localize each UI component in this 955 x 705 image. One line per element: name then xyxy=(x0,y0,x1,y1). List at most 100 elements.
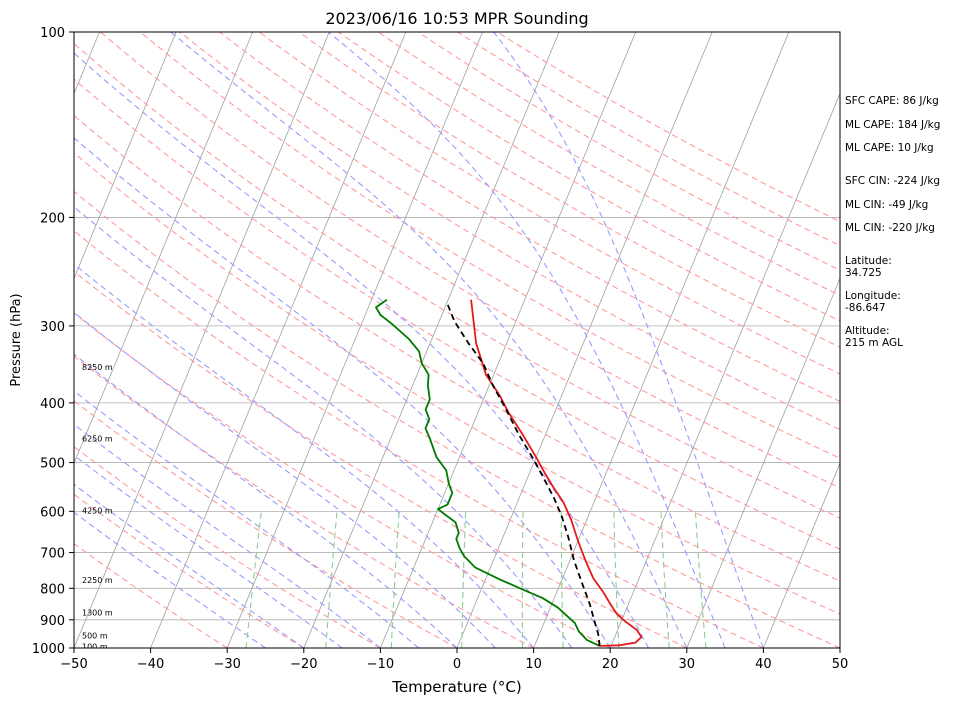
y-tick-label: 800 xyxy=(40,582,65,597)
y-tick-label: 200 xyxy=(40,211,65,226)
mixing-ratio-lines xyxy=(245,511,707,648)
ml-cape-text-2: ML CAPE: 10 J/kg xyxy=(845,142,934,154)
ml-cin-text-2: ML CIN: -220 J/kg xyxy=(845,222,935,234)
dry-adiabat-line xyxy=(457,32,840,247)
height-labels: 8250 m 6250 m 4250 m 2250 m 1300 m 500 m 100 m xyxy=(82,363,113,652)
dry-adiabat-line xyxy=(74,190,840,648)
isotherm-line xyxy=(74,32,254,465)
moist-adiabat-line xyxy=(74,137,611,648)
x-tick-label: −30 xyxy=(213,657,240,672)
dry-adiabat-line xyxy=(74,114,840,582)
isotherm-line xyxy=(763,462,840,648)
y-tick-label: 100 xyxy=(40,26,65,41)
isotherm-line xyxy=(456,32,713,648)
moist-adiabat-line xyxy=(74,423,381,648)
dry-adiabat-line xyxy=(74,42,840,519)
moist-adiabat-line xyxy=(74,483,305,648)
height-label: 1300 m xyxy=(82,609,113,618)
latitude-label: Latitude: xyxy=(845,255,892,267)
dry-adiabat-line xyxy=(74,542,228,648)
isobar-gridlines xyxy=(74,32,840,648)
x-tick-label: 10 xyxy=(525,657,542,672)
moist-adiabat-line xyxy=(74,454,343,648)
isotherm-line xyxy=(533,32,790,648)
dry-adiabat-line xyxy=(298,32,840,348)
mixing-ratio-line xyxy=(461,511,467,648)
ml-cin-text: ML CIN: -49 J/kg xyxy=(845,199,928,211)
longitude-label: Longitude: xyxy=(845,290,901,302)
moist-adiabats xyxy=(74,32,764,648)
height-label: 2250 m xyxy=(82,576,113,585)
mixing-ratio-line xyxy=(560,511,564,648)
latitude-value: 34.725 xyxy=(845,267,882,279)
y-tick-label: 400 xyxy=(40,397,65,412)
height-label: 6250 m xyxy=(82,435,113,444)
mixing-ratio-line xyxy=(390,511,400,648)
mixing-ratio-line xyxy=(325,511,338,648)
sfc-cape-text: SFC CAPE: 86 J/kg xyxy=(845,95,939,107)
plot-area: 8250 m 6250 m 4250 m 2250 m 1300 m 500 m 100 m xyxy=(74,32,840,652)
moist-adiabat-line xyxy=(74,353,458,648)
sounding-traces xyxy=(375,298,643,647)
dry-adiabat-line xyxy=(219,32,840,403)
isotherm-line xyxy=(609,92,840,648)
x-tick-label: 20 xyxy=(602,657,619,672)
x-tick-label: −50 xyxy=(60,657,87,672)
dewpoint-trace xyxy=(375,298,600,647)
sfc-cin-text: SFC CIN: -224 J/kg xyxy=(845,175,940,187)
isotherm-line xyxy=(74,32,330,648)
mixing-ratio-line xyxy=(660,511,670,648)
isotherm-gridlines xyxy=(74,32,840,648)
ml-cape-text: ML CAPE: 184 J/kg xyxy=(845,119,940,131)
mixing-ratio-line xyxy=(521,511,524,648)
dry-adiabat-line xyxy=(100,32,840,489)
dry-adiabat-line xyxy=(74,78,840,550)
y-tick-label: 300 xyxy=(40,320,65,335)
mixing-ratio-line xyxy=(613,511,620,648)
isotherm-line xyxy=(303,32,560,648)
y-axis-ticks: 1000 900 800 700 600 500 400 300 200 100 xyxy=(32,26,74,657)
y-axis-label: Pressure (hPa) xyxy=(9,293,24,386)
height-label: 100 m xyxy=(82,643,108,652)
x-tick-label: 0 xyxy=(453,657,461,672)
y-tick-label: 500 xyxy=(40,457,65,472)
isotherm-line xyxy=(226,32,483,648)
y-tick-label: 700 xyxy=(40,547,65,562)
temperature-trace xyxy=(470,299,643,647)
isotherm-line xyxy=(74,32,177,280)
height-label: 4250 m xyxy=(82,506,113,515)
moist-adiabat-line xyxy=(74,206,573,648)
mixing-ratio-line xyxy=(245,511,262,648)
altitude-value: 215 m AGL xyxy=(845,337,903,349)
moist-adiabat-line xyxy=(74,311,496,648)
x-axis-ticks: −50 −40 −30 −20 −10 0 10 20 30 40 50 xyxy=(60,648,848,672)
parcel-trace xyxy=(446,302,601,647)
dry-adiabat-line xyxy=(258,32,840,375)
isotherm-line xyxy=(686,277,840,648)
x-tick-label: 40 xyxy=(755,657,772,672)
dry-adiabat-line xyxy=(74,152,840,615)
y-tick-label: 1000 xyxy=(32,642,65,657)
x-tick-label: −40 xyxy=(137,657,164,672)
chart-title: 2023/06/16 10:53 MPR Sounding xyxy=(325,9,588,28)
x-axis-label: Temperature (°C) xyxy=(391,678,521,696)
dry-adiabat-line xyxy=(139,32,840,459)
dry-adiabat-line xyxy=(74,400,458,648)
dry-adiabat-line xyxy=(179,32,840,431)
y-tick-label: 600 xyxy=(40,505,65,520)
dry-adiabat-line xyxy=(74,446,381,648)
height-label: 500 m xyxy=(82,632,108,641)
moist-adiabat-line xyxy=(493,32,764,648)
dry-adiabat-line xyxy=(74,270,688,648)
isotherm-line xyxy=(380,32,637,648)
x-tick-label: −10 xyxy=(367,657,394,672)
x-tick-label: 30 xyxy=(679,657,696,672)
isotherm-line xyxy=(150,32,407,648)
x-tick-label: −20 xyxy=(290,657,317,672)
side-annotations: SFC CAPE: 86 J/kg ML CAPE: 184 J/kg ML C… xyxy=(845,95,940,349)
moist-adiabat-line xyxy=(328,32,726,648)
dry-adiabat-line xyxy=(74,230,764,648)
dry-adiabats xyxy=(74,32,840,648)
height-label: 8250 m xyxy=(82,363,113,372)
